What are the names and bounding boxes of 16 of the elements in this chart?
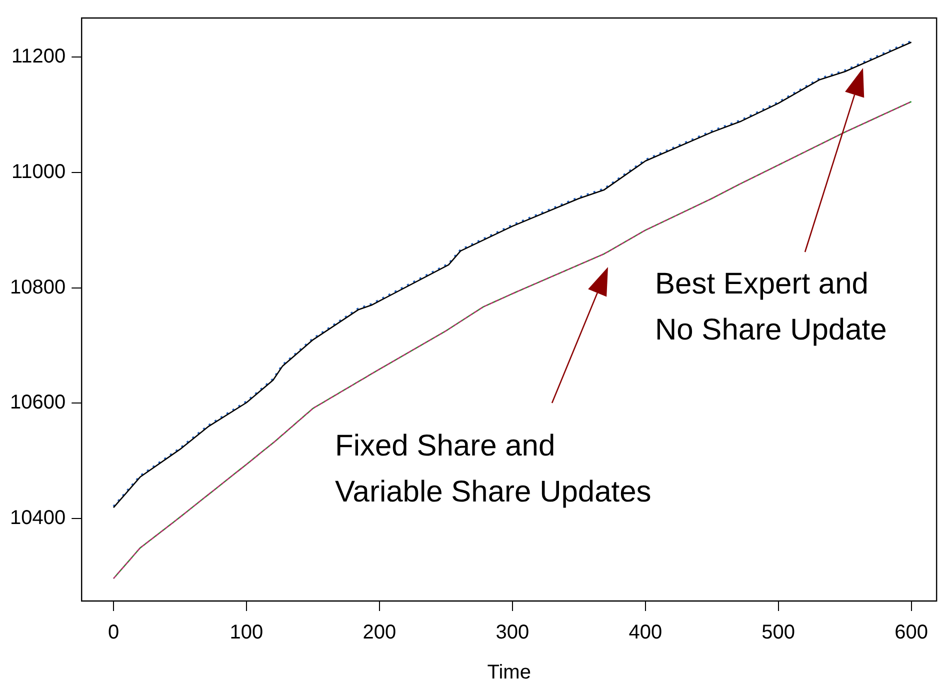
y-tick-label: 10800 [10,276,66,298]
x-tick-label: 400 [628,622,662,644]
y-tick-label: 10400 [10,507,66,530]
line-series [112,100,912,580]
x-tick-label: 200 [362,622,396,644]
x-axis-title: Time [487,662,531,684]
x-tick-label: 100 [230,622,264,644]
x-tick-label: 300 [496,622,530,644]
y-tick-label: 11200 [11,46,66,68]
x-tick-label: 600 [894,622,928,644]
x-tick-label: 500 [762,622,796,644]
annotation: Best Expert and No Share Update [655,267,887,346]
annotation: Fixed Share and Variable Share Updates [335,429,652,508]
y-tick-label: 10600 [10,392,66,414]
x-tick-label: 0 [108,622,120,644]
y-tick-label: 11000 [11,161,66,184]
